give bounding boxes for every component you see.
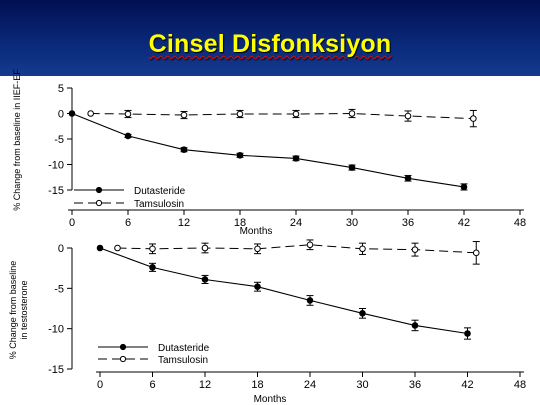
top-x-tick-label: 42 (458, 217, 470, 229)
bottom-series-dutasteride: Dutasteride (96, 244, 471, 354)
top-data-point (180, 111, 188, 119)
bottom-y-axis-label: % Change from baselinein testosterone (8, 261, 29, 360)
top-series-tamsulosin: Tamsulosin (74, 108, 477, 210)
bottom-data-point (114, 244, 121, 252)
bottom-legend-marker (119, 355, 127, 363)
bottom-data-point (254, 245, 261, 253)
top-y-axis-label: % Change from baseline in IIEF-EF (12, 69, 22, 211)
bottom-legend-label: Dutasteride (158, 343, 210, 354)
top-series-line (90, 112, 474, 120)
top-legend-label: Dutasteride (134, 186, 186, 197)
bottom-data-point (201, 276, 209, 283)
bottom-data-point (201, 244, 209, 252)
top-data-point (404, 174, 412, 182)
bottom-x-tick-label: 12 (199, 379, 211, 391)
bottom-data-point (359, 310, 366, 317)
bottom-data-point (411, 322, 419, 329)
top-x-axis-label: Months (240, 226, 273, 237)
bottom-series-line (99, 247, 468, 335)
top-legend-marker (95, 186, 103, 194)
bottom-series-line (117, 244, 477, 254)
top-y-tick-label: 0 (58, 109, 64, 121)
bottom-legend-marker (119, 343, 127, 351)
top-x-tick-label: 18 (234, 217, 246, 229)
bottom-legend-label: Tamsulosin (158, 355, 208, 366)
top-x-tick-label: 48 (514, 217, 526, 229)
bottom-x-tick-label: 48 (514, 379, 526, 391)
bottom-data-point (149, 245, 156, 253)
bottom-y-tick-label: -15 (48, 364, 64, 376)
slide-title: Cinsel Disfonksiyon (0, 30, 540, 59)
bottom-data-point (464, 330, 471, 337)
bottom-x-tick-label: 24 (304, 379, 316, 391)
bottom-data-point (254, 283, 261, 291)
bottom-data-point (306, 297, 314, 304)
bottom-data-point (96, 244, 104, 252)
top-data-point (124, 132, 132, 140)
top-data-point (87, 110, 94, 117)
top-data-point (292, 110, 300, 118)
bottom-chart-panel: 0 -5 -10 -15 0 6 12 18 24 30 36 42 48 Months % Change … (8, 239, 526, 405)
top-y-tick-label: -5 (54, 134, 64, 146)
bottom-y-tick-label: -5 (54, 283, 64, 295)
bottom-data-point (472, 249, 480, 257)
bottom-data-point (411, 246, 419, 253)
bottom-x-axis-label: Months (254, 394, 287, 405)
top-x-tick-label: 36 (402, 217, 414, 229)
bottom-y-tick-label: -10 (48, 324, 64, 336)
bottom-x-tick-label: 42 (461, 379, 473, 391)
top-y-tick-label: -10 (48, 160, 64, 172)
top-data-point (236, 152, 244, 159)
top-data-point (236, 110, 244, 118)
top-data-point (348, 164, 356, 171)
bottom-data-point (306, 241, 314, 249)
bottom-x-tick-label: 30 (356, 379, 368, 391)
slide-header (0, 0, 540, 76)
top-data-point (180, 146, 188, 154)
top-chart-panel: 5 0 -5 -10 -15 0 6 12 18 24 30 36 42 48 Months % Change… (12, 69, 526, 237)
bottom-series-tamsulosin: Tamsulosin (98, 239, 480, 366)
top-data-point (470, 115, 477, 122)
top-x-tick-label: 0 (69, 217, 75, 229)
bottom-y-tick-label: 0 (58, 243, 64, 255)
bottom-x-tick-label: 18 (251, 379, 263, 391)
top-data-point (460, 183, 468, 191)
top-data-point (348, 110, 356, 117)
top-y-tick-label: -15 (48, 185, 64, 197)
top-x-tick-label: 24 (290, 217, 302, 229)
bottom-data-point (149, 264, 156, 271)
top-x-tick-label: 12 (178, 217, 190, 229)
top-y-tick-label: 5 (58, 83, 64, 95)
top-data-point (404, 112, 412, 120)
bottom-x-tick-label: 6 (149, 379, 155, 391)
top-data-point (68, 110, 76, 117)
bottom-data-point (359, 245, 366, 253)
bottom-x-tick-label: 0 (97, 379, 103, 391)
top-legend-label: Tamsulosin (134, 199, 184, 210)
bottom-x-tick-label: 36 (409, 379, 421, 391)
top-data-point (292, 155, 300, 162)
top-legend-marker (95, 199, 103, 207)
top-x-tick-label: 30 (346, 217, 358, 229)
slide-title-text: Cinsel Disfonksiyon (148, 30, 392, 58)
top-series-dutasteride: Dutasteride (68, 110, 468, 197)
top-x-tick-label: 6 (125, 217, 131, 229)
top-series-line (71, 112, 465, 188)
top-data-point (124, 110, 132, 118)
